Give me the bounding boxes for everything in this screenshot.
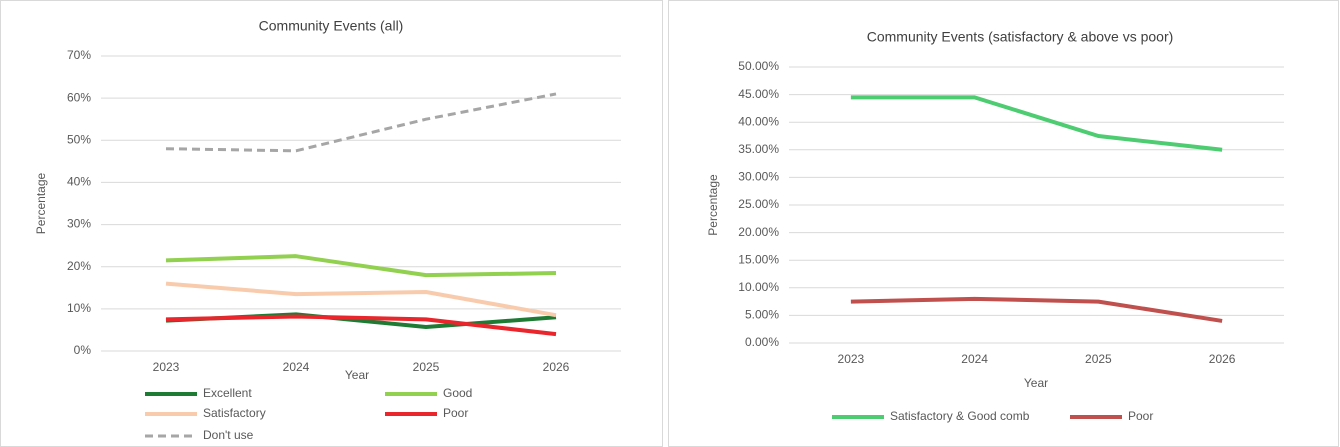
y-tick-label: 15.00% [738,252,779,266]
x-tick-label: 2023 [838,352,865,366]
y-tick-label: 60% [67,90,91,104]
legend-label: Excellent [203,386,252,400]
y-tick-label: 35.00% [738,142,779,156]
series-line [165,92,557,153]
y-tick-label: 10.00% [738,280,779,294]
y-tick-label: 10% [67,301,91,315]
legend-label: Don't use [203,428,254,442]
y-tick-label: 20% [67,259,91,273]
y-tick-label: 45.00% [738,87,779,101]
x-tick-label: 2026 [1209,352,1236,366]
y-tick-label: 50.00% [738,59,779,73]
chart-title: Community Events (all) [259,18,404,34]
y-axis-label: Percentage [706,174,720,236]
chart-title: Community Events (satisfactory & above v… [867,29,1174,45]
legend-label: Satisfactory [203,406,266,420]
chart-panel [0,0,663,447]
y-tick-label: 70% [67,48,91,62]
x-tick-label: 2025 [1085,352,1112,366]
y-tick-label: 20.00% [738,225,779,239]
y-tick-label: 40.00% [738,114,779,128]
chart-panel [668,0,1339,447]
y-axis-label: Percentage [34,172,48,234]
series-line [850,95,1223,152]
series-line [850,296,1223,323]
x-tick-label: 2023 [153,360,180,374]
y-tick-label: 25.00% [738,197,779,211]
legend-label: Poor [1128,409,1153,423]
x-tick-label: 2026 [543,360,570,374]
x-axis-label: Year [1024,376,1048,390]
y-tick-label: 0.00% [745,335,779,349]
y-tick-label: 5.00% [745,308,779,322]
legend-label: Poor [443,406,468,420]
y-tick-label: 0% [74,343,92,357]
legend-label: Satisfactory & Good comb [890,409,1030,423]
y-tick-label: 30% [67,217,91,231]
x-tick-label: 2024 [961,352,988,366]
legend-label: Good [443,386,472,400]
y-tick-label: 40% [67,175,91,189]
x-tick-label: 2024 [283,360,310,374]
x-tick-label: 2025 [413,360,440,374]
y-tick-label: 50% [67,132,91,146]
series-line [165,254,557,278]
series-line [165,281,557,318]
x-axis-label: Year [345,368,369,382]
series-line [165,314,557,337]
y-tick-label: 30.00% [738,170,779,184]
